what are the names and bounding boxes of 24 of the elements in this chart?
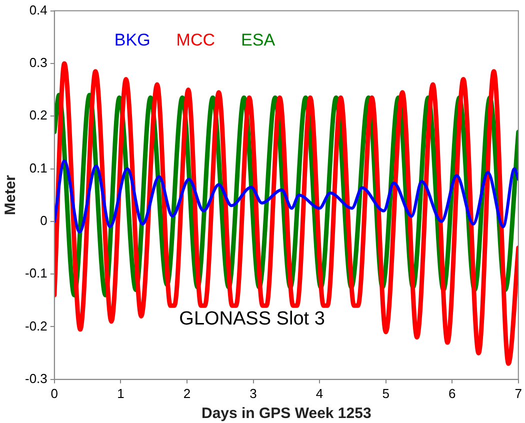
x-tick-label: 0 xyxy=(50,386,58,401)
y-tick-label: 0.1 xyxy=(29,160,48,176)
y-tick-label: 0 xyxy=(40,213,48,228)
x-tick-label: 4 xyxy=(316,386,324,401)
annotation: GLONASS Slot 3 xyxy=(179,308,325,330)
y-tick-label: -0.2 xyxy=(24,318,48,334)
y-tick-label: 0.2 xyxy=(29,108,48,123)
y-tick-label: 0.4 xyxy=(29,2,48,18)
y-tick-label: -0.1 xyxy=(24,266,48,281)
text: BKG xyxy=(114,30,150,50)
y-axis-title: Meter xyxy=(2,174,20,216)
line-series xyxy=(54,61,518,366)
text: MCC xyxy=(176,30,216,50)
x-axis-title: Days in GPS Week 1253 xyxy=(201,405,372,422)
x-tick-label: 6 xyxy=(448,386,456,401)
x-tick-label: 3 xyxy=(250,386,257,401)
x-tick-label: 1 xyxy=(117,386,124,401)
y-tick-label: -0.3 xyxy=(24,370,48,386)
text: ESA xyxy=(241,30,276,50)
line-series xyxy=(54,159,518,234)
x-tick-label: 2 xyxy=(183,386,191,401)
x-tick-label: 5 xyxy=(382,386,390,401)
x-tick-label: 7 xyxy=(514,386,522,401)
y-tick-label: 0.3 xyxy=(29,55,48,70)
